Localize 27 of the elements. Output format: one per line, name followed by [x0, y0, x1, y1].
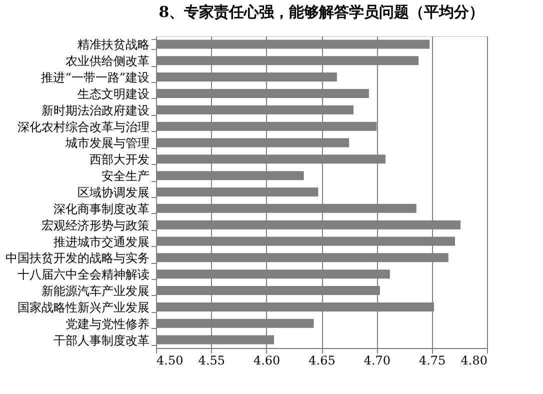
x-tick-label: 4.50: [156, 354, 184, 368]
chart-title: 8、专家责任心强，能够解答学员问题（平均分）: [158, 3, 484, 21]
y-tick-label: 精准扶贫战略: [78, 38, 150, 52]
y-tick-label: 中国扶贫开发的战略与实务: [6, 251, 150, 266]
y-tick-label: 推进“一带一路”建设: [41, 70, 150, 85]
y-tick-label: 推进城市交通发展: [54, 234, 150, 249]
x-tick-label: 4.80: [460, 354, 488, 368]
y-tick-label: 国家战略性新兴产业发展: [18, 300, 150, 314]
y-tick-label: 新能源汽车产业发展: [42, 284, 150, 298]
x-tick-label: 4.60: [253, 354, 280, 368]
y-tick-label: 深化商事制度改革: [54, 202, 150, 216]
y-tick-label: 十八届六中全会精神解读: [18, 268, 150, 282]
y-tick-label: 西部大开发: [90, 152, 150, 167]
y-tick-label: 安全生产: [102, 169, 150, 184]
y-tick-label: 新时期法治政府建设: [42, 103, 150, 118]
y-tick-label: 宏观经济形势与政策: [42, 218, 150, 232]
y-tick-label: 区域协调发展: [78, 186, 150, 200]
y-tick-label: 生态文明建设: [78, 86, 150, 101]
y-tick-label: 干部人事制度改革: [54, 333, 150, 348]
y-tick-label: 党建与党性修养: [66, 316, 150, 331]
y-tick-label: 深化农村综合改革与治理: [18, 120, 150, 134]
y-tick-label: 城市发展与管理: [64, 136, 150, 150]
x-tick-label: 4.55: [198, 354, 226, 368]
x-tick-label: 4.75: [418, 354, 446, 368]
x-tick-label: 4.70: [364, 354, 391, 368]
x-tick-label: 4.65: [308, 354, 336, 368]
y-tick-label: 农业供给侧改革: [66, 54, 150, 68]
